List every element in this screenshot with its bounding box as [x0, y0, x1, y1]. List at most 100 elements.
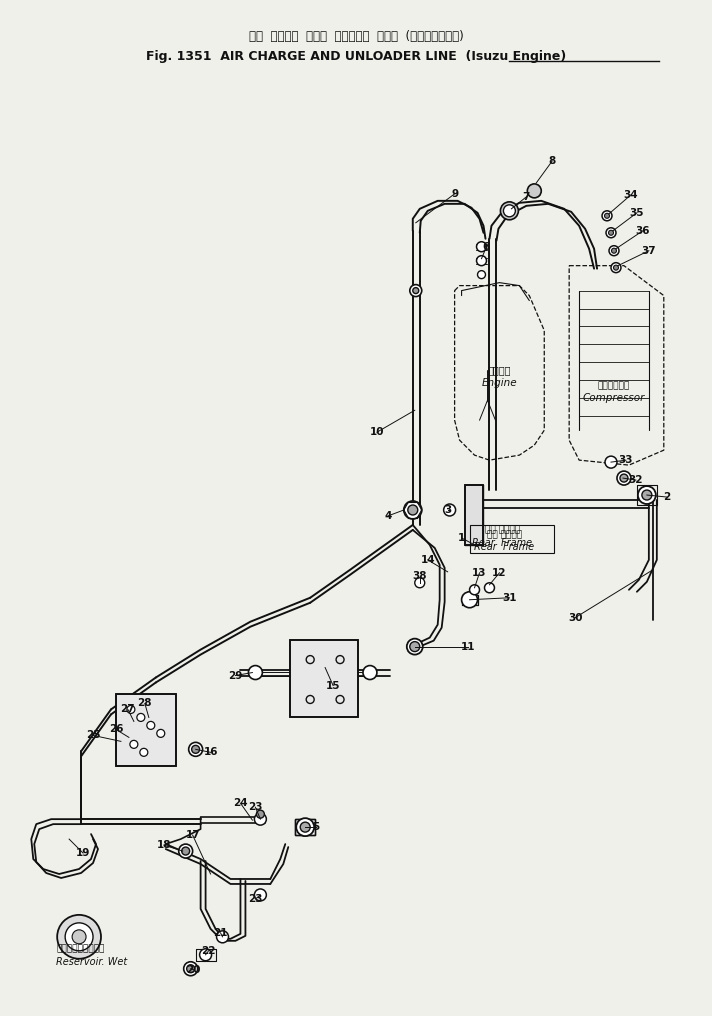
- Text: 23: 23: [248, 894, 263, 904]
- Circle shape: [192, 746, 199, 753]
- Circle shape: [614, 265, 619, 270]
- Circle shape: [184, 962, 198, 975]
- Text: 35: 35: [629, 208, 644, 217]
- Circle shape: [127, 705, 135, 713]
- Text: 24: 24: [233, 799, 248, 808]
- Circle shape: [528, 184, 541, 198]
- Text: Compressor: Compressor: [583, 393, 645, 403]
- Text: 14: 14: [420, 555, 435, 565]
- Circle shape: [408, 505, 418, 515]
- Text: 34: 34: [624, 190, 638, 200]
- Text: リサーバ、ウエット: リサーバ、ウエット: [56, 944, 105, 953]
- Text: 26: 26: [109, 724, 123, 735]
- Circle shape: [404, 501, 422, 519]
- Circle shape: [609, 231, 614, 236]
- Circle shape: [476, 256, 486, 265]
- Text: 11: 11: [461, 642, 475, 651]
- Bar: [464, 485, 483, 545]
- Circle shape: [199, 949, 211, 961]
- Circle shape: [140, 749, 148, 756]
- Text: Engine: Engine: [481, 378, 517, 388]
- Circle shape: [444, 504, 456, 516]
- Text: Rear  Frame: Rear Frame: [472, 537, 533, 548]
- Text: 32: 32: [629, 475, 643, 485]
- Circle shape: [137, 713, 145, 721]
- Circle shape: [609, 246, 619, 256]
- Bar: [290, 640, 358, 717]
- Text: 9: 9: [451, 189, 459, 199]
- Circle shape: [611, 263, 621, 272]
- Circle shape: [130, 741, 138, 749]
- Bar: [290, 640, 358, 717]
- Circle shape: [638, 486, 656, 504]
- Circle shape: [415, 578, 425, 588]
- Circle shape: [642, 490, 652, 500]
- Text: エア  チャージ  および  アンローダ  ライン  (いすゞエンジン): エア チャージ および アンローダ ライン (いすゞエンジン): [248, 29, 464, 43]
- Circle shape: [254, 813, 266, 825]
- Circle shape: [157, 729, 164, 738]
- Circle shape: [413, 288, 419, 294]
- Text: 25: 25: [85, 731, 100, 741]
- Text: 29: 29: [229, 671, 243, 681]
- Text: 4: 4: [384, 511, 392, 521]
- Text: 15: 15: [326, 681, 340, 691]
- Text: エンジン: エンジン: [488, 366, 511, 375]
- Circle shape: [604, 213, 609, 218]
- Circle shape: [65, 923, 93, 951]
- Circle shape: [147, 721, 155, 729]
- Text: リヤ フレーム: リヤ フレーム: [487, 530, 522, 539]
- Text: 13: 13: [472, 568, 487, 578]
- Text: 18: 18: [157, 840, 171, 850]
- Bar: [116, 695, 176, 766]
- Circle shape: [296, 818, 314, 836]
- Text: 2: 2: [663, 492, 671, 502]
- Circle shape: [476, 242, 486, 252]
- Text: Rear  Frame: Rear Frame: [474, 542, 535, 552]
- Text: 31: 31: [502, 592, 517, 602]
- Text: 3: 3: [444, 505, 451, 515]
- Circle shape: [461, 591, 478, 608]
- Text: 5: 5: [313, 822, 320, 832]
- Circle shape: [484, 583, 494, 592]
- Circle shape: [469, 585, 479, 594]
- Circle shape: [179, 844, 193, 859]
- Text: 12: 12: [492, 568, 507, 578]
- Text: 16: 16: [204, 748, 218, 757]
- Circle shape: [216, 931, 229, 943]
- Text: 27: 27: [120, 704, 135, 714]
- Circle shape: [501, 202, 518, 219]
- Bar: [464, 485, 483, 545]
- Circle shape: [57, 914, 101, 959]
- Circle shape: [407, 639, 423, 654]
- Circle shape: [503, 205, 515, 216]
- Text: 1: 1: [458, 533, 465, 543]
- Circle shape: [187, 965, 194, 972]
- Circle shape: [363, 665, 377, 680]
- Text: 30: 30: [568, 613, 582, 623]
- Text: 38: 38: [412, 571, 427, 581]
- Text: 19: 19: [76, 848, 90, 859]
- Text: 7: 7: [523, 192, 530, 202]
- Text: 28: 28: [137, 698, 152, 708]
- Circle shape: [602, 210, 612, 220]
- Text: 8: 8: [549, 155, 556, 166]
- Text: 37: 37: [642, 246, 656, 256]
- Circle shape: [72, 930, 86, 944]
- Circle shape: [605, 456, 617, 468]
- Circle shape: [189, 743, 203, 756]
- Text: 23: 23: [248, 803, 263, 812]
- Bar: [295, 819, 315, 835]
- Text: リヤ フレーム: リヤ フレーム: [485, 525, 520, 534]
- Text: Reservoir. Wet: Reservoir. Wet: [56, 957, 127, 967]
- Text: コンプレッサ: コンプレッサ: [598, 381, 630, 390]
- Circle shape: [256, 810, 264, 818]
- Circle shape: [617, 471, 631, 485]
- Circle shape: [254, 889, 266, 901]
- Bar: [469, 525, 554, 553]
- Text: 20: 20: [187, 965, 201, 974]
- Circle shape: [300, 822, 310, 832]
- Text: 17: 17: [185, 830, 200, 840]
- Circle shape: [612, 248, 617, 253]
- Text: 33: 33: [619, 455, 633, 465]
- Text: 36: 36: [636, 226, 650, 236]
